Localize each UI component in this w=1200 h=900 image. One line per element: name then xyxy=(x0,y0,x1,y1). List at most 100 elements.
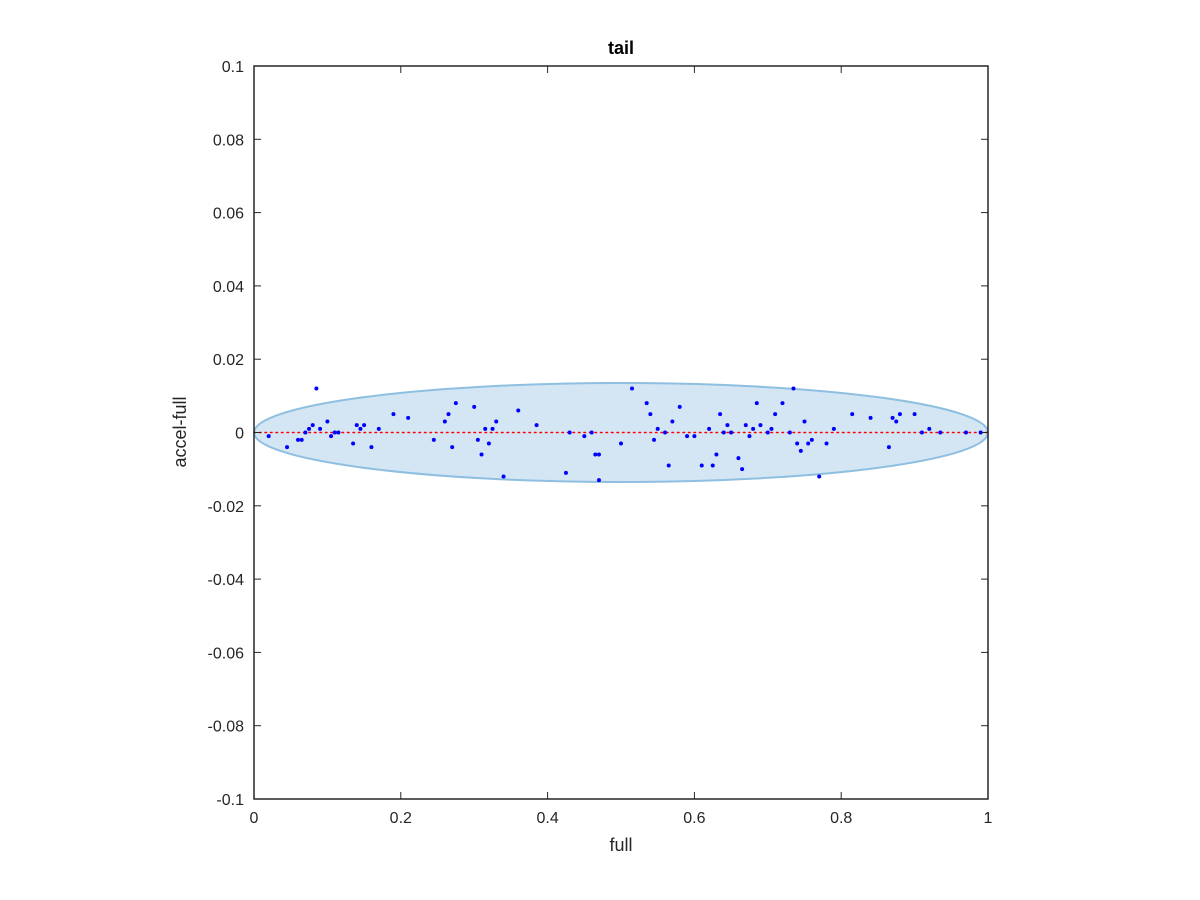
y-axis-ticks: 0.1 0.08 0.06 0.04 0.02 0 -0.02 -0.04 -0.06 -0.08… xyxy=(208,59,988,809)
data-point xyxy=(475,437,480,442)
data-point xyxy=(314,386,319,391)
data-point xyxy=(266,434,271,439)
data-point xyxy=(791,386,796,391)
y-tick-label: 0.06 xyxy=(213,206,244,223)
data-point xyxy=(868,415,873,420)
y-tick-label: 0 xyxy=(235,426,244,443)
data-point xyxy=(802,419,807,424)
data-point xyxy=(318,426,323,431)
data-point xyxy=(817,474,822,479)
data-point xyxy=(354,423,359,428)
data-point xyxy=(431,437,436,442)
data-point xyxy=(534,423,539,428)
data-point xyxy=(391,412,396,417)
data-point xyxy=(773,412,778,417)
data-point xyxy=(494,419,499,424)
x-tick-label: 0.6 xyxy=(683,810,705,827)
data-point xyxy=(938,430,943,435)
data-point xyxy=(743,423,748,428)
data-point xyxy=(446,412,451,417)
data-point xyxy=(296,437,301,442)
data-point xyxy=(369,445,374,450)
plot-area xyxy=(253,382,989,483)
data-point xyxy=(890,415,895,420)
data-point xyxy=(806,441,811,446)
data-point xyxy=(927,426,932,431)
scatter-points xyxy=(266,386,983,483)
data-point xyxy=(307,426,312,431)
data-point xyxy=(707,426,712,431)
data-point xyxy=(795,441,800,446)
data-point xyxy=(663,430,668,435)
data-point xyxy=(472,404,477,409)
data-point xyxy=(351,441,356,446)
y-tick-label: -0.04 xyxy=(208,572,245,589)
y-tick-label: -0.08 xyxy=(208,719,245,736)
data-point xyxy=(358,426,363,431)
data-point xyxy=(501,474,506,479)
data-point xyxy=(740,467,745,472)
data-point xyxy=(751,426,756,431)
y-tick-label: -0.06 xyxy=(208,645,245,662)
data-point xyxy=(787,430,792,435)
data-point xyxy=(912,412,917,417)
data-point xyxy=(299,437,304,442)
data-point xyxy=(630,386,635,391)
data-point xyxy=(886,445,891,450)
data-point xyxy=(516,408,521,413)
y-axis-label: accel-full xyxy=(170,396,190,467)
data-point xyxy=(670,419,675,424)
data-point xyxy=(596,452,601,457)
data-point xyxy=(303,430,308,435)
data-point xyxy=(453,401,458,406)
data-point xyxy=(483,426,488,431)
data-point xyxy=(897,412,902,417)
data-point xyxy=(758,423,763,428)
x-axis-ticks: 0 0.2 0.4 0.6 0.8 1 xyxy=(250,66,993,827)
x-tick-label: 0 xyxy=(250,810,259,827)
data-point xyxy=(824,441,829,446)
data-point xyxy=(666,463,671,468)
data-point xyxy=(919,430,924,435)
data-point xyxy=(769,426,774,431)
data-point xyxy=(376,426,381,431)
y-tick-label: 0.08 xyxy=(213,132,244,149)
data-point xyxy=(450,445,455,450)
data-point xyxy=(652,437,657,442)
data-point xyxy=(685,434,690,439)
data-point xyxy=(362,423,367,428)
data-point xyxy=(978,430,983,435)
data-point xyxy=(582,434,587,439)
data-point xyxy=(747,434,752,439)
data-point xyxy=(831,426,836,431)
chart-title: tail xyxy=(608,38,634,58)
data-point xyxy=(486,441,491,446)
data-point xyxy=(718,412,723,417)
data-point xyxy=(336,430,341,435)
data-point xyxy=(563,470,568,475)
data-point xyxy=(593,452,598,457)
x-tick-label: 0.2 xyxy=(390,810,412,827)
data-point xyxy=(754,401,759,406)
data-point xyxy=(725,423,730,428)
data-point xyxy=(809,437,814,442)
data-point xyxy=(765,430,770,435)
data-point xyxy=(677,404,682,409)
data-point xyxy=(963,430,968,435)
data-point xyxy=(699,463,704,468)
data-point xyxy=(721,430,726,435)
data-point xyxy=(736,456,741,461)
data-point xyxy=(648,412,653,417)
data-point xyxy=(619,441,623,446)
data-point xyxy=(479,452,484,457)
y-tick-label: 0.04 xyxy=(213,279,244,296)
data-point xyxy=(798,448,803,453)
data-point xyxy=(567,430,572,435)
data-point xyxy=(332,430,337,435)
x-axis-label: full xyxy=(609,835,632,855)
data-point xyxy=(589,430,594,435)
data-point xyxy=(714,452,719,457)
data-point xyxy=(692,434,697,439)
data-point xyxy=(325,419,330,424)
x-tick-label: 1 xyxy=(984,810,993,827)
